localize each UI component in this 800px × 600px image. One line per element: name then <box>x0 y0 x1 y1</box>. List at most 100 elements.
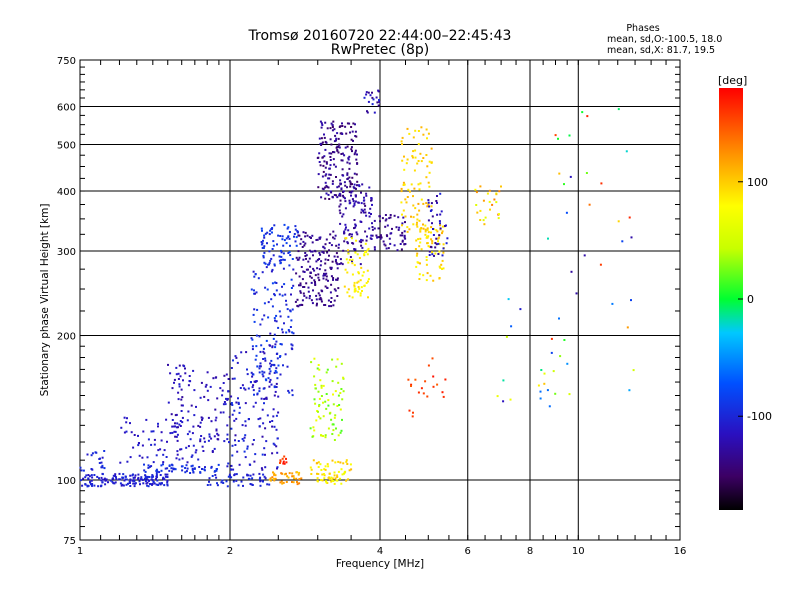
scatter-point <box>339 408 342 411</box>
scatter-point <box>320 298 323 301</box>
scatter-point <box>343 154 346 157</box>
scatter-point <box>570 270 573 273</box>
scatter-point <box>277 234 280 237</box>
scatter-point <box>190 404 193 407</box>
scatter-point <box>267 316 270 319</box>
scatter-point <box>373 219 376 222</box>
scatter-point <box>351 262 354 265</box>
scatter-point <box>275 414 278 417</box>
scatter-point <box>628 216 631 219</box>
scatter-point <box>338 205 341 208</box>
scatter-point <box>348 233 351 236</box>
scatter-point <box>215 429 218 432</box>
scatter-point <box>381 217 384 220</box>
scatter-point <box>354 226 357 229</box>
scatter-point <box>210 437 213 440</box>
scatter-point <box>254 401 257 404</box>
scatter-point <box>344 207 347 210</box>
scatter-point <box>281 328 284 331</box>
scatter-point <box>388 217 391 220</box>
scatter-point <box>180 410 183 412</box>
scatter-point <box>264 477 267 480</box>
scatter-point <box>227 378 230 380</box>
scatter-point <box>272 442 275 445</box>
scatter-point <box>428 205 431 208</box>
scatter-point <box>358 257 361 259</box>
scatter-point <box>331 196 334 199</box>
scatter-point <box>207 439 210 442</box>
scatter-point <box>171 464 174 467</box>
scatter-point <box>275 386 278 388</box>
scatter-point <box>230 402 233 404</box>
scatter-point <box>354 194 357 197</box>
scatter-point <box>275 445 278 448</box>
scatter-point <box>320 137 323 140</box>
scatter-point <box>486 192 489 195</box>
scatter-point <box>122 473 125 476</box>
scatter-point <box>270 359 273 362</box>
scatter-point <box>310 250 312 253</box>
scatter-point <box>87 474 90 476</box>
y-tick-label: 75 <box>63 536 76 547</box>
scatter-point <box>367 296 369 299</box>
y-tick-label: 750 <box>57 56 76 67</box>
scatter-point <box>412 150 415 153</box>
scatter-point <box>317 186 320 189</box>
scatter-point <box>428 171 431 174</box>
scatter-point <box>352 139 354 142</box>
scatter-point <box>415 265 418 268</box>
scatter-point <box>305 282 308 285</box>
scatter-point <box>331 433 334 435</box>
scatter-point <box>354 123 356 126</box>
scatter-point <box>171 425 174 428</box>
scatter-point <box>286 475 289 478</box>
scatter-point <box>310 468 313 471</box>
scatter-point <box>285 331 288 334</box>
scatter-point <box>263 234 266 237</box>
scatter-point <box>275 382 278 385</box>
scatter-point <box>122 484 125 487</box>
scatter-point <box>345 459 348 462</box>
scatter-point <box>408 228 411 231</box>
scatter-point <box>237 403 240 405</box>
scatter-point <box>292 481 295 484</box>
scatter-point <box>354 130 357 133</box>
scatter-point <box>257 277 260 280</box>
scatter-point <box>187 445 190 448</box>
scatter-point <box>273 293 276 296</box>
scatter-point <box>272 408 275 411</box>
scatter-point <box>291 472 294 475</box>
scatter-point <box>415 223 418 226</box>
scatter-point <box>255 380 258 383</box>
scatter-point <box>283 462 286 465</box>
scatter-point <box>244 420 247 423</box>
scatter-point <box>337 470 340 473</box>
scatter-point <box>296 481 298 483</box>
scatter-point <box>270 257 273 260</box>
scatter-point <box>155 475 158 478</box>
scatter-point <box>307 268 309 271</box>
scatter-point <box>263 236 266 239</box>
scatter-point <box>495 201 498 204</box>
scatter-point <box>319 379 322 382</box>
scatter-point <box>149 483 151 485</box>
scatter-point <box>259 323 262 326</box>
scatter-point <box>412 216 415 219</box>
scatter-point <box>301 278 304 281</box>
scatter-point <box>176 439 179 442</box>
scatter-point <box>158 482 161 485</box>
scatter-point <box>350 468 353 471</box>
scatter-point <box>352 205 355 208</box>
scatter-point <box>441 225 444 228</box>
scatter-point <box>347 478 350 481</box>
colorbar-tick-label: -100 <box>747 410 772 423</box>
scatter-point <box>336 358 339 361</box>
scatter-point <box>171 470 173 473</box>
scatter-point <box>325 192 328 195</box>
scatter-point <box>268 233 271 236</box>
scatter-point <box>341 152 344 155</box>
scatter-point <box>317 410 319 413</box>
scatter-point <box>361 246 364 249</box>
scatter-point <box>302 292 305 295</box>
scatter-point <box>335 176 337 178</box>
